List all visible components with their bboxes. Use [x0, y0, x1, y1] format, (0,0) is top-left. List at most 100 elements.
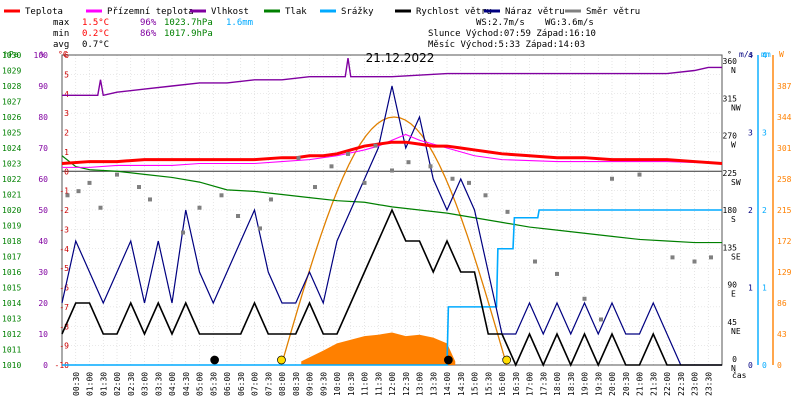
- x-tick-label: 08:30: [292, 372, 301, 396]
- solar-tick-label: 301: [777, 144, 792, 153]
- humidity-unit: %: [40, 50, 45, 59]
- humidity-tick-label: 30: [38, 268, 48, 277]
- wind-direction-marker: [236, 214, 240, 218]
- x-tick-label: 21:30: [649, 372, 658, 396]
- humidity-tick-label: 100: [34, 51, 49, 60]
- wind-direction-marker: [269, 197, 273, 202]
- wind-direction-marker: [148, 197, 152, 202]
- x-tick-label: 19:00: [581, 372, 590, 396]
- humidity-tick-label: 50: [38, 206, 48, 215]
- x-tick-label: 15:30: [484, 372, 493, 396]
- x-tick-label: 20:00: [608, 372, 617, 396]
- direction-unit: °: [727, 50, 732, 59]
- wind-direction-marker: [670, 255, 675, 260]
- temperature-line: [61, 140, 723, 165]
- x-tick-label: 13:00: [416, 372, 425, 396]
- stats-min-pressure: 1017.9hPa: [164, 29, 213, 39]
- x-tick-label: 01:00: [86, 372, 95, 396]
- stats-rain-total: 1.6mm: [226, 18, 253, 28]
- x-tick-label: 21:00: [636, 372, 645, 396]
- temperature-tick-label: 4: [64, 90, 69, 99]
- x-tick-label: 19:30: [594, 372, 603, 396]
- moonrise-marker: [210, 355, 219, 365]
- temperature-tick-label: -9: [59, 342, 69, 351]
- temperature-tick-label: -4: [59, 245, 69, 254]
- temperature-unit: °C: [58, 50, 68, 59]
- x-tick-label: 04:30: [182, 372, 191, 396]
- pressure-tick-label: 1027: [2, 98, 21, 107]
- wind-direction-marker: [505, 209, 510, 214]
- wind-direction-marker: [65, 193, 70, 198]
- ground-temperature-line: [62, 133, 723, 168]
- stats-min-temp: 0.2°C: [82, 29, 109, 39]
- direction-tick-value: 360: [723, 57, 738, 66]
- solar-tick-label: 215: [777, 206, 792, 215]
- temperature-tick-label: -7: [59, 303, 69, 312]
- direction-tick-label: S: [731, 215, 736, 224]
- temperature-tick-label: -10: [55, 361, 70, 370]
- stats-min-label: min: [53, 29, 69, 39]
- x-tick-label: 05:30: [209, 372, 218, 396]
- stats-wind-gust: WG:3.6m/s: [545, 18, 594, 28]
- x-tick-label: 13:30: [429, 372, 438, 396]
- x-tick-label: 04:00: [168, 372, 177, 396]
- wind-direction-marker: [346, 151, 350, 156]
- temperature-tick-label: 3: [64, 109, 69, 118]
- pressure-tick-label: 1020: [2, 206, 21, 215]
- x-tick-label: 07:00: [251, 372, 260, 396]
- pressure-tick-label: 1019: [2, 222, 21, 231]
- pressure-unit: hPa: [4, 50, 19, 59]
- wind-direction-marker: [555, 271, 559, 276]
- stats-avg-label: avg: [53, 40, 69, 50]
- x-tick-label: 17:00: [526, 372, 535, 396]
- temperature-tick-label: -2: [59, 206, 69, 215]
- rain-tick-label: 1: [762, 284, 767, 293]
- wind-direction-marker: [76, 189, 81, 194]
- direction-tick-value: 270: [723, 132, 738, 141]
- x-tick-label: 01:30: [99, 372, 108, 396]
- wind-direction-marker: [599, 317, 603, 322]
- direction-tick-label: N: [731, 66, 736, 75]
- wind-direction-marker: [115, 172, 119, 177]
- pressure-tick-label: 1015: [2, 284, 21, 293]
- stats-wind-speed: WS:2.7m/s: [476, 18, 525, 28]
- wind-direction-marker: [428, 164, 433, 169]
- rain-tick-label: 4: [762, 51, 767, 60]
- stats-max-temp: 1.5°C: [82, 18, 109, 28]
- humidity-tick-label: 40: [38, 237, 48, 246]
- x-tick-label: 06:00: [223, 372, 232, 396]
- direction-tick-value: 135: [723, 243, 738, 252]
- solar-radiation-area: [301, 332, 456, 365]
- direction-tick-value: 180: [723, 206, 738, 215]
- pressure-tick-label: 1025: [2, 129, 21, 138]
- solar-tick-label: 43: [777, 330, 787, 339]
- sunset-marker: [502, 355, 512, 365]
- legend-label: Náraz větru: [505, 7, 565, 17]
- stats-max-humidity: 96%: [140, 18, 157, 28]
- humidity-tick-label: 80: [38, 113, 48, 122]
- sun-arc: [280, 116, 508, 366]
- wind-direction-marker: [450, 176, 455, 181]
- wind-direction-marker: [637, 172, 642, 177]
- rain-tick-label: 3: [762, 129, 767, 138]
- stats-min-humidity: 86%: [140, 29, 157, 39]
- rain-tick-label: 2: [762, 206, 767, 215]
- direction-tick-value: 225: [723, 169, 738, 178]
- x-tick-label: 03:30: [154, 372, 163, 396]
- legend-label: Srážky: [341, 7, 374, 17]
- solar-tick-label: 86: [777, 299, 787, 308]
- plot-area: [61, 57, 723, 367]
- x-axis-label: čas: [732, 370, 747, 380]
- wind-gust-line: [61, 85, 722, 366]
- legend-label: Rychlost větru: [416, 7, 492, 17]
- x-tick-label: 12:00: [388, 372, 397, 396]
- wind-direction-marker: [373, 143, 378, 148]
- wind-tick-label: 2: [748, 206, 753, 215]
- legend-label: Tlak: [285, 7, 307, 17]
- x-tick-label: 12:30: [402, 372, 411, 396]
- x-tick-label: 11:30: [374, 372, 383, 396]
- stats-max-pressure: 1023.7hPa: [164, 18, 213, 28]
- humidity-line: [62, 57, 722, 97]
- wind-direction-marker: [533, 259, 537, 264]
- legend-label: Směr větru: [586, 7, 640, 17]
